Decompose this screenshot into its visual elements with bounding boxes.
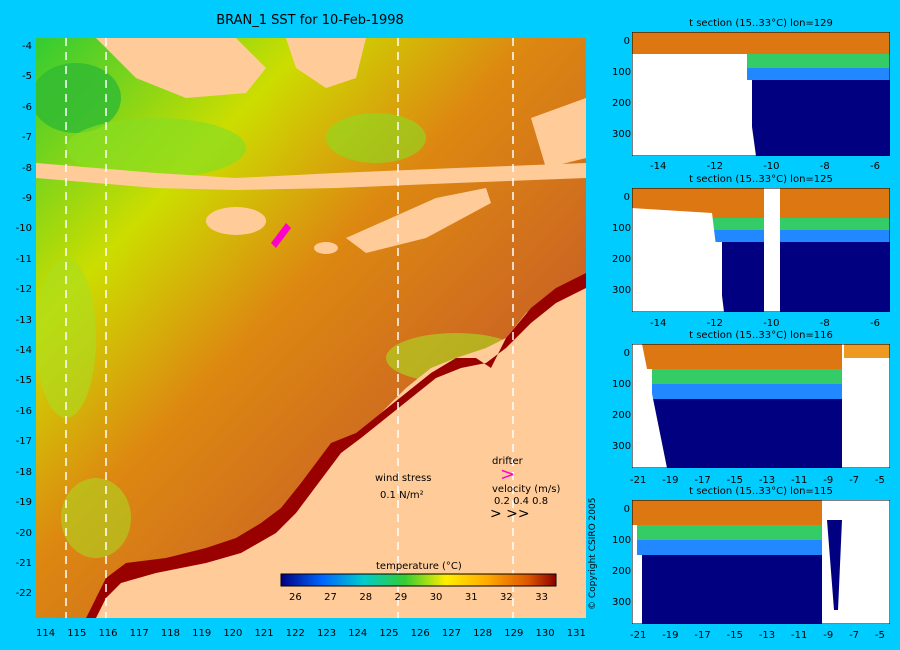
section-2-y-axis: 0 100 200 300	[612, 192, 632, 296]
section-2-title: t section (15..33°C) lon=125	[689, 174, 833, 185]
colorbar	[280, 573, 557, 587]
velocity-arrows-icon: > >>	[490, 506, 530, 522]
section-1-title: t section (15..33°C) lon=129	[689, 18, 833, 29]
section-1-plot	[632, 32, 890, 156]
section-3-x-axis: -21 -19 -17 -15 -13 -11 -9 -7 -5	[630, 475, 885, 486]
map-title: BRAN_1 SST for 10-Feb-1998	[216, 13, 404, 28]
section-2-plot	[632, 188, 890, 312]
section-1-x-axis: -14 -12 -10 -8 -6	[650, 161, 880, 172]
section-3-plot	[632, 344, 890, 468]
section-1-y-axis: 0 100 200 300	[612, 36, 632, 140]
island-sumba	[206, 207, 266, 235]
section-3-y-axis: 0 100 200 300	[612, 348, 632, 452]
lon-axis: 114 115 116 117 118 119 120 121 122 123 124 125 126 1…	[36, 628, 586, 639]
sst-map	[36, 38, 586, 618]
colorbar-title: temperature (°C)	[376, 561, 462, 572]
wind-stress-label: wind stress	[375, 473, 432, 484]
drifter-marker	[271, 223, 291, 248]
island-chain	[36, 163, 586, 190]
island-timor	[346, 188, 491, 253]
section-2-x-axis: -14 -12 -10 -8 -6	[650, 318, 880, 329]
velocity-values: 0.2 0.4 0.8	[494, 496, 549, 507]
wind-stress-value: 0.1 N/m²	[380, 490, 424, 501]
section-3-title: t section (15..33°C) lon=116	[689, 330, 833, 341]
copyright-notice: © Copyright CSIRO 2005	[588, 497, 598, 610]
cool-water-patch	[36, 63, 121, 133]
drifter-label: drifter	[492, 456, 523, 467]
lat-axis: -4 -5 -6 -7 -8 -9 -10 -11 -12 -13 -14 -15 -16 -17 -18-…	[15, 41, 32, 600]
island-north	[96, 38, 266, 98]
colorbar-ticks: 26 27 28 29 30 31 32 33	[289, 592, 548, 603]
section-4-plot	[632, 500, 890, 624]
section-4-y-axis: 0 100 200 300	[612, 504, 632, 608]
velocity-label: velocity (m/s)	[492, 484, 561, 495]
section-4-title: t section (15..33°C) lon=115	[689, 486, 833, 497]
section-4-x-axis: -21 -19 -17 -15 -13 -11 -9 -7 -5	[630, 630, 885, 641]
section-lines	[65, 38, 514, 618]
drifter-arrow-icon: >	[500, 464, 516, 485]
warm-coastal-band	[86, 273, 586, 618]
